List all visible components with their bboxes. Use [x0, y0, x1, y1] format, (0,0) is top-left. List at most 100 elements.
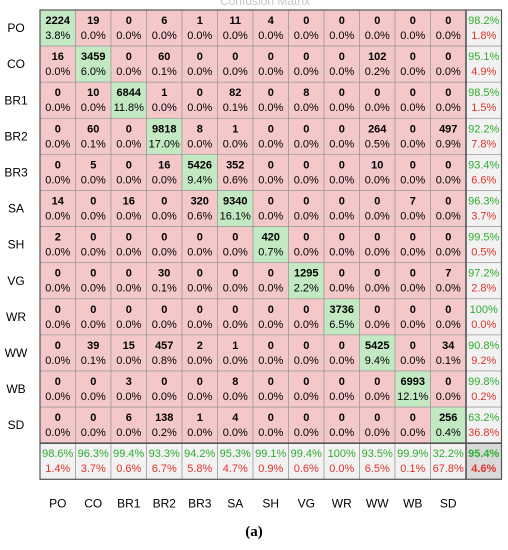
- cell-percent: 0.0%: [294, 247, 319, 259]
- col-recall: 98.6%: [42, 448, 73, 460]
- matrix-cell: [217, 81, 254, 119]
- cell-percent: 0.0%: [81, 211, 106, 223]
- cell-count: 0: [445, 232, 451, 244]
- col-error: 4.7%: [223, 463, 248, 475]
- row-error: 1.8%: [471, 30, 496, 42]
- cell-percent: 0.0%: [187, 30, 212, 42]
- matrix-cell: [430, 298, 467, 336]
- matrix-cell: [430, 370, 467, 408]
- cell-count: 1295: [294, 268, 318, 280]
- matrix-cell: [252, 406, 289, 444]
- cell-count: 0: [445, 196, 451, 208]
- overall-accuracy: 95.4%: [468, 448, 499, 460]
- cell-count: 0: [268, 87, 274, 99]
- cell-percent: 0.0%: [294, 427, 319, 439]
- cell-percent: 0.0%: [329, 138, 354, 150]
- cell-percent: 0.0%: [436, 66, 461, 78]
- cell-percent: 0.0%: [365, 211, 390, 223]
- matrix-cell: [359, 190, 396, 227]
- matrix-cell: [288, 334, 325, 372]
- cell-percent: 0.0%: [152, 102, 177, 114]
- matrix-cell: [288, 9, 325, 47]
- cell-percent: 0.6%: [223, 174, 248, 186]
- cell-percent: 0.0%: [81, 427, 106, 439]
- cell-percent: 0.0%: [81, 102, 106, 114]
- matrix-cell: [288, 117, 325, 155]
- cell-count: 0: [410, 268, 416, 280]
- row-error: 36.8%: [468, 427, 499, 439]
- cell-percent: 2.2%: [294, 283, 319, 295]
- matrix-cell: [359, 117, 396, 155]
- matrix-cell: [181, 226, 218, 264]
- cell-percent: 0.0%: [45, 174, 70, 186]
- cell-percent: 0.0%: [187, 102, 212, 114]
- cell-count: 0: [268, 340, 274, 352]
- matrix-cell: [146, 262, 183, 300]
- cell-count: 0: [197, 268, 203, 280]
- column-label: BR1: [117, 496, 141, 510]
- row-error: 4.9%: [471, 66, 496, 78]
- cell-percent: 0.0%: [365, 247, 390, 259]
- cell-percent: 0.0%: [436, 30, 461, 42]
- matrix-cell: [146, 406, 183, 444]
- cell-percent: 0.0%: [258, 66, 283, 78]
- cell-percent: 0.0%: [400, 66, 425, 78]
- cell-percent: 0.0%: [187, 427, 212, 439]
- cell-count: 6844: [117, 87, 142, 99]
- matrix-cell: [323, 190, 360, 227]
- cell-count: 0: [410, 123, 416, 135]
- matrix-cell: [181, 370, 218, 408]
- cell-percent: 0.0%: [187, 138, 212, 150]
- matrix-cell: [359, 9, 396, 47]
- matrix-cell: [252, 45, 289, 83]
- matrix-cell: [146, 298, 183, 336]
- column-label: WB: [403, 496, 422, 510]
- cell-percent: 0.2%: [152, 427, 177, 439]
- cell-count: 8: [232, 376, 238, 388]
- cell-percent: 0.0%: [400, 174, 425, 186]
- cell-percent: 9.4%: [365, 355, 390, 367]
- column-label: CO: [84, 496, 102, 510]
- matrix-cell: [288, 262, 325, 300]
- row-precision: 96.3%: [468, 196, 499, 208]
- cell-count: 420: [262, 232, 280, 244]
- cell-count: 11: [229, 15, 241, 27]
- cell-count: 0: [303, 232, 309, 244]
- cell-percent: 0.0%: [187, 355, 212, 367]
- cell-percent: 0.0%: [81, 247, 106, 259]
- row-label: SD: [8, 418, 25, 432]
- cell-percent: 0.0%: [116, 427, 141, 439]
- cell-count: 0: [126, 268, 132, 280]
- column-label: BR3: [188, 496, 212, 510]
- col-summary-cell: [394, 442, 431, 480]
- cell-count: 256: [439, 412, 457, 424]
- cell-count: 60: [158, 51, 170, 63]
- row-label: SA: [8, 202, 24, 216]
- cell-percent: 0.0%: [45, 66, 70, 78]
- row-precision: 97.2%: [468, 268, 499, 280]
- figure-caption: (a): [245, 524, 263, 540]
- cell-percent: 0.0%: [329, 174, 354, 186]
- cell-count: 4: [268, 15, 275, 27]
- matrix-cell: [359, 226, 396, 264]
- cell-count: 0: [374, 87, 380, 99]
- cell-count: 0: [445, 304, 451, 316]
- matrix-cell: [430, 226, 467, 264]
- cell-percent: 0.0%: [187, 66, 212, 78]
- cell-count: 8: [303, 87, 309, 99]
- cell-count: 0: [197, 232, 203, 244]
- cell-count: 39: [87, 340, 99, 352]
- cell-count: 0: [126, 123, 132, 135]
- cell-count: 0: [374, 15, 380, 27]
- cell-percent: 0.0%: [400, 102, 425, 114]
- cell-percent: 0.0%: [436, 102, 461, 114]
- col-recall: 93.5%: [362, 448, 393, 460]
- cell-percent: 0.0%: [400, 427, 425, 439]
- matrix-cell: [430, 190, 467, 227]
- matrix-cell: [288, 370, 325, 408]
- cell-count: 0: [90, 232, 96, 244]
- matrix-cell: [39, 298, 76, 336]
- cell-percent: 0.0%: [223, 66, 248, 78]
- matrix-cell: [394, 190, 431, 227]
- cell-percent: 0.0%: [258, 211, 283, 223]
